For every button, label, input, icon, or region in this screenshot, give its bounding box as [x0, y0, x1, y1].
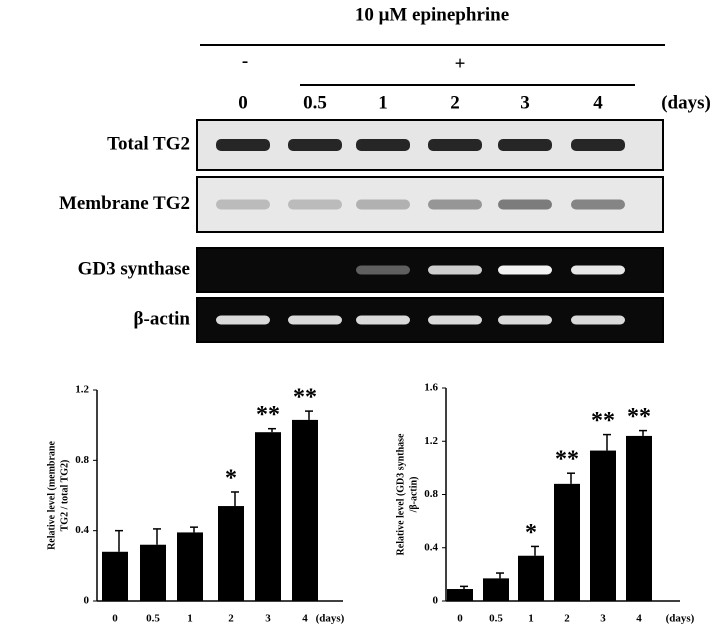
- plus-label: +: [455, 53, 466, 74]
- y-tick-label: 0.4: [424, 541, 438, 553]
- band: [288, 139, 342, 151]
- significance: **: [256, 402, 280, 428]
- bar: [518, 555, 544, 601]
- y-tick-label: 0.4: [75, 524, 89, 536]
- blot-label: Total TG2: [107, 133, 190, 154]
- band: [216, 315, 270, 325]
- lane-label: 3: [520, 92, 530, 113]
- x-tick-label: 0: [457, 613, 463, 625]
- band: [356, 265, 410, 275]
- bar: [140, 544, 166, 601]
- y-tick-label: 0.8: [424, 488, 438, 500]
- x-tick-label: 1: [187, 613, 193, 625]
- band: [428, 315, 482, 325]
- y-tick-label: 1.6: [424, 382, 438, 394]
- y-tick-label: 0: [433, 595, 439, 607]
- bar: [177, 532, 203, 601]
- band: [288, 315, 342, 325]
- significance: **: [555, 447, 579, 473]
- band: [428, 199, 482, 210]
- bar: [447, 589, 473, 601]
- minus-label: -: [242, 50, 248, 71]
- band: [356, 315, 410, 325]
- band: [571, 315, 625, 325]
- bar: [255, 432, 281, 601]
- x-tick-label: 4: [302, 613, 308, 625]
- x-tick-label: 0.5: [146, 613, 160, 625]
- band: [498, 199, 552, 210]
- bar: [483, 578, 509, 601]
- significance: *: [525, 520, 537, 546]
- band: [216, 139, 270, 151]
- x-tick-label: 3: [265, 613, 271, 625]
- x-tick-label: 2: [564, 613, 570, 625]
- lane-label: 1: [378, 92, 388, 113]
- lane-label: 4: [593, 92, 603, 113]
- bar: [218, 506, 244, 601]
- blot-label: β-actin: [134, 308, 191, 329]
- y-axis-label: Relative level (membrane: [46, 441, 57, 550]
- x-tick-label: 2: [228, 613, 234, 625]
- bar: [102, 551, 128, 601]
- band: [571, 139, 625, 151]
- y-tick-label: 1.2: [424, 435, 438, 447]
- bar: [292, 419, 318, 601]
- significance: **: [293, 385, 317, 411]
- x-unit: (days): [666, 613, 695, 625]
- x-tick-label: 3: [600, 613, 606, 625]
- lane-label: 0.5: [303, 92, 327, 113]
- band: [498, 265, 552, 275]
- x-unit: (days): [316, 613, 345, 625]
- significance: *: [225, 465, 237, 491]
- significance: **: [591, 408, 615, 434]
- band: [428, 265, 482, 275]
- band: [498, 139, 552, 151]
- band: [356, 139, 410, 151]
- x-tick-label: 4: [636, 613, 642, 625]
- bar: [626, 435, 652, 601]
- band: [356, 199, 410, 210]
- band: [216, 199, 270, 210]
- y-tick-label: 1.2: [75, 384, 89, 396]
- band: [428, 139, 482, 151]
- lane-label: 0: [238, 92, 248, 113]
- band: [571, 265, 625, 275]
- x-tick-label: 1: [528, 613, 534, 625]
- bar: [554, 483, 580, 601]
- y-axis-label: /β-actin): [408, 477, 419, 514]
- lane-label: 2: [450, 92, 460, 113]
- band: [571, 199, 625, 210]
- y-axis-label: TG2 / total TG2): [59, 460, 70, 532]
- x-tick-label: 0.5: [489, 613, 503, 625]
- blot-label: Membrane TG2: [59, 193, 190, 214]
- treatment-title: 10 μM epinephrine: [355, 4, 509, 25]
- x-tick-label: 0: [112, 613, 118, 625]
- bar: [590, 450, 616, 601]
- band: [498, 315, 552, 325]
- blots: Total TG2 Membrane TG2 GD3 synthase β-actin: [59, 119, 664, 343]
- days-unit: (days): [661, 92, 711, 113]
- y-tick-label: 0: [84, 595, 90, 607]
- blot-label: GD3 synthase: [78, 258, 190, 279]
- y-tick-label: 0.8: [75, 454, 89, 466]
- significance: **: [627, 404, 651, 430]
- band: [288, 199, 342, 210]
- y-axis-label: Relative level (GD3 synthase: [395, 433, 406, 555]
